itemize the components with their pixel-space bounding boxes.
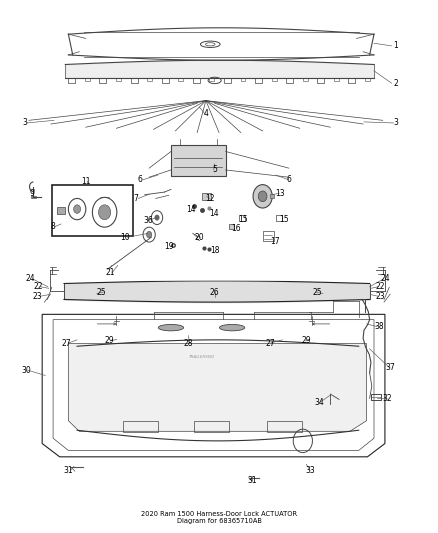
Text: 33: 33 [305,466,314,474]
Text: 30: 30 [21,366,31,375]
Text: 36: 36 [143,216,153,225]
Text: 31: 31 [247,476,257,484]
Text: 31: 31 [64,466,73,474]
Text: 37: 37 [385,363,395,372]
Text: 14: 14 [209,209,219,218]
Bar [147,78,152,82]
Text: 15: 15 [238,215,248,224]
Text: 7: 7 [134,194,138,203]
Bar [131,78,138,83]
Bar [68,78,75,83]
Text: 12: 12 [205,194,215,203]
Text: 8: 8 [51,222,56,231]
Text: 27: 27 [61,338,71,348]
Text: 34: 34 [314,398,324,407]
Text: 20: 20 [194,233,204,242]
Text: 23: 23 [376,292,385,301]
Bar [348,78,355,83]
Text: 2: 2 [393,78,398,87]
Circle shape [253,184,272,208]
Text: 38: 38 [375,322,385,331]
Text: 27: 27 [266,338,276,348]
Bar [317,78,324,83]
Text: 4: 4 [204,109,208,118]
Text: 28: 28 [184,338,193,348]
Bar [162,78,169,83]
Bar [286,78,293,83]
Text: 18: 18 [210,246,219,255]
Bar [178,78,183,82]
Circle shape [99,205,111,220]
Bar [334,78,339,82]
Bar [263,231,274,241]
Bar [171,146,226,176]
Text: 32: 32 [382,394,392,403]
Bar [123,421,158,432]
Text: 3: 3 [393,118,398,127]
Bar [116,78,121,82]
Bar [31,196,35,198]
Text: 26: 26 [210,287,219,296]
Bar [85,78,90,82]
Bar [255,78,262,83]
Text: 2020 Ram 1500 Harness-Door Lock ACTUATOR
Diagram for 68365710AB: 2020 Ram 1500 Harness-Door Lock ACTUATOR… [141,511,297,524]
Text: 14: 14 [186,205,195,214]
Text: 9: 9 [30,189,35,198]
Bar [272,78,276,82]
Bar [229,224,234,229]
Ellipse shape [219,325,245,331]
Text: 3: 3 [22,118,27,127]
Text: 21: 21 [105,269,115,277]
Bar [57,207,65,214]
Text: 6: 6 [138,175,143,184]
Text: 10: 10 [120,233,130,242]
Ellipse shape [158,325,184,331]
Text: 1: 1 [393,42,398,51]
Text: 22: 22 [33,282,42,291]
Text: 6: 6 [286,175,291,184]
Text: 29: 29 [104,336,114,345]
Text: 24: 24 [25,274,35,283]
Text: 17: 17 [270,237,280,246]
Text: TRAILERSNO: TRAILERSNO [188,355,215,359]
Bar [209,78,214,82]
Bar [224,78,231,83]
Bar [201,193,211,199]
Circle shape [155,215,159,220]
Polygon shape [68,344,367,431]
Text: 25: 25 [312,287,322,296]
Text: 15: 15 [280,215,290,224]
Bar [99,78,106,83]
Text: 11: 11 [81,177,91,186]
Bar [52,185,133,236]
Text: 23: 23 [33,292,42,301]
Bar [240,78,245,82]
Bar [194,421,229,432]
Circle shape [258,191,267,201]
Bar [371,393,381,400]
Bar [365,78,370,82]
Text: 19: 19 [164,243,173,252]
Bar [239,215,245,221]
Circle shape [74,205,81,213]
Text: 16: 16 [232,224,241,233]
Circle shape [147,231,152,238]
Bar [267,421,302,432]
Text: 22: 22 [376,282,385,291]
Text: 29: 29 [301,336,311,345]
Bar [193,78,200,83]
Bar [276,215,282,221]
Text: 13: 13 [276,189,285,198]
Bar [270,194,275,198]
Text: 25: 25 [96,287,106,296]
Text: 5: 5 [212,165,217,174]
Bar [303,78,307,82]
Text: 24: 24 [380,274,390,283]
